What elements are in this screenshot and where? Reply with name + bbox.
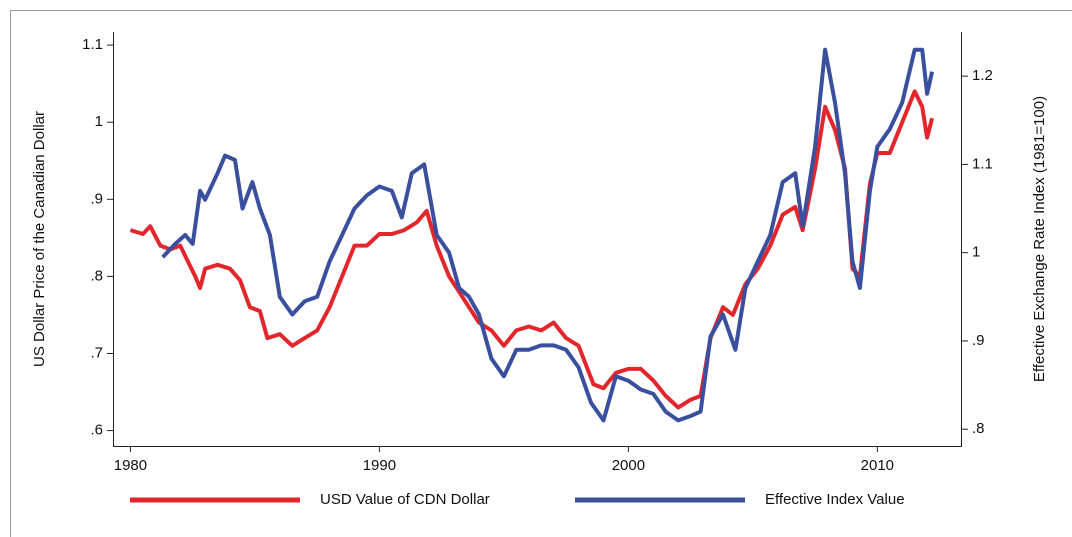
y2-tick-label: 1.1 — [972, 155, 993, 172]
y2-tick-label: .9 — [972, 332, 985, 349]
series-line — [161, 47, 935, 423]
x-tick-label: 1980 — [114, 457, 147, 474]
x-tick-label: 2000 — [612, 457, 645, 474]
x-tick-label: 1990 — [363, 457, 396, 474]
frame — [10, 10, 1072, 537]
legend-label: USD Value of CDN Dollar — [320, 491, 490, 508]
y-tick-label: 1 — [95, 113, 103, 130]
y-tick-label: .8 — [90, 267, 103, 284]
y2-tick-label: 1.2 — [972, 67, 993, 84]
legend-label: Effective Index Value — [765, 491, 905, 508]
x-tick-label: 2010 — [861, 457, 894, 474]
y-tick-label: .7 — [90, 344, 103, 361]
y-axis-label: US Dollar Price of the Canadian Dollar — [31, 111, 48, 367]
series-line — [129, 89, 935, 410]
y-tick-label: 1.1 — [82, 36, 103, 53]
y-tick-label: .9 — [90, 190, 103, 207]
y2-tick-label: .8 — [972, 420, 985, 437]
y2-tick-label: 1 — [972, 244, 980, 261]
y2-axis-label: Effective Exchange Rate Index (1981=100) — [1031, 96, 1048, 382]
y-tick-label: .6 — [90, 422, 103, 439]
